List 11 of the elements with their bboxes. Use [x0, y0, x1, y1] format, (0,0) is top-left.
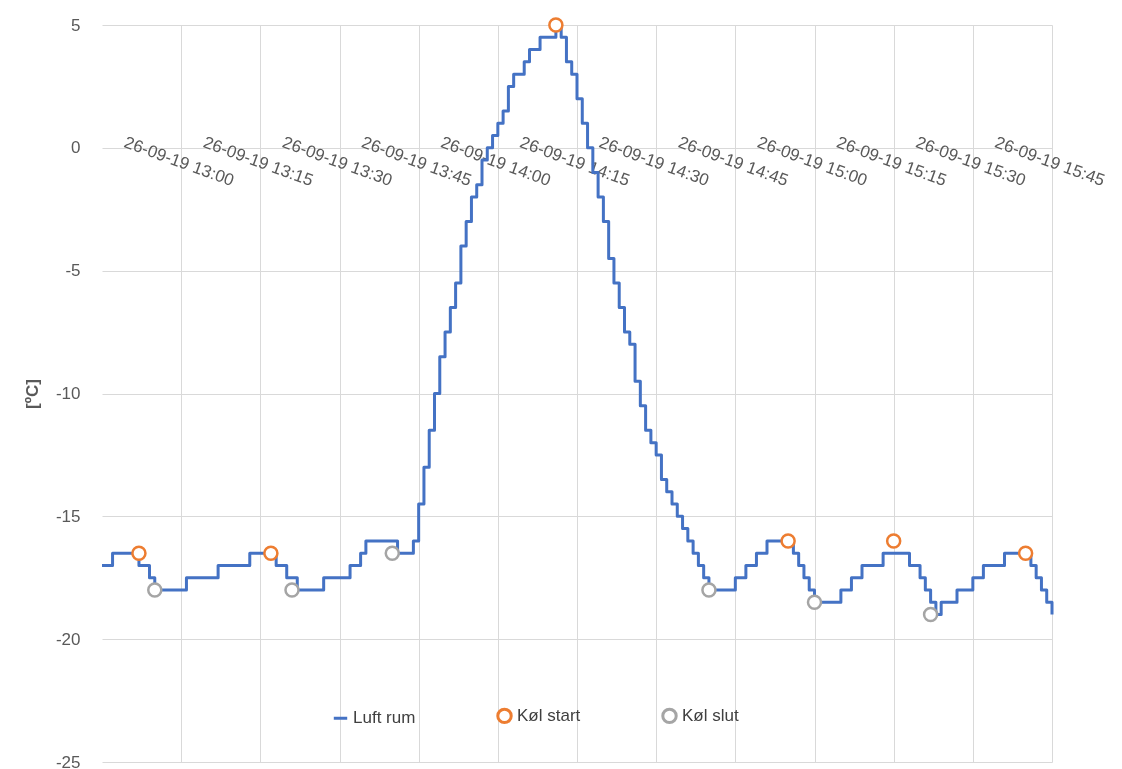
y-tick-label: 5 — [71, 15, 81, 35]
y-tick-label: -25 — [55, 752, 81, 769]
legend-label: Luft rum — [353, 708, 416, 728]
y-tick-label: -10 — [55, 384, 81, 403]
legend-label: Køl start — [517, 705, 581, 725]
y-tick-label: -5 — [65, 261, 81, 281]
y-axis-title: [ºC] — [22, 379, 42, 409]
legend-label: Køl slut — [682, 705, 739, 725]
y-tick-label: 0 — [71, 138, 81, 158]
y-tick-label: -20 — [55, 629, 81, 649]
y-tick-label: -15 — [55, 506, 81, 526]
